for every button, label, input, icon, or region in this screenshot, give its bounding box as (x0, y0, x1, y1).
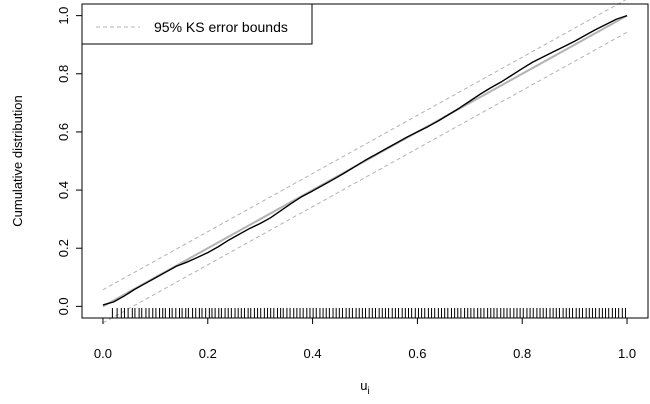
x-tick-label: 0.8 (513, 346, 531, 361)
y-tick-label: 0.0 (56, 297, 71, 315)
x-tick-label: 0.0 (94, 346, 112, 361)
legend: 95% KS error bounds (81, 3, 313, 45)
legend-label: 95% KS error bounds (154, 19, 288, 35)
y-tick-label: 0.6 (56, 123, 71, 141)
x-tick-label: 1.0 (618, 346, 636, 361)
series-lower-bound (102, 31, 628, 324)
y-axis-title: Cumulative distribution (10, 95, 25, 227)
series-upper-bound (102, 0, 627, 291)
x-tick-label: 0.6 (408, 346, 426, 361)
x-axis-title: ui (360, 378, 369, 397)
y-tick-label: 0.8 (56, 65, 71, 83)
y-tick-label: 1.0 (56, 7, 71, 25)
x-axis-title-subscript: i (368, 386, 370, 397)
legend-box (81, 3, 313, 45)
rug-group (111, 308, 626, 318)
y-tick-label: 0.2 (56, 239, 71, 257)
x-tick-label: 0.4 (304, 346, 322, 361)
y-tick-label: 0.4 (56, 181, 71, 199)
series-empirical-cdf (102, 14, 628, 306)
x-tick-label: 0.2 (199, 346, 217, 361)
